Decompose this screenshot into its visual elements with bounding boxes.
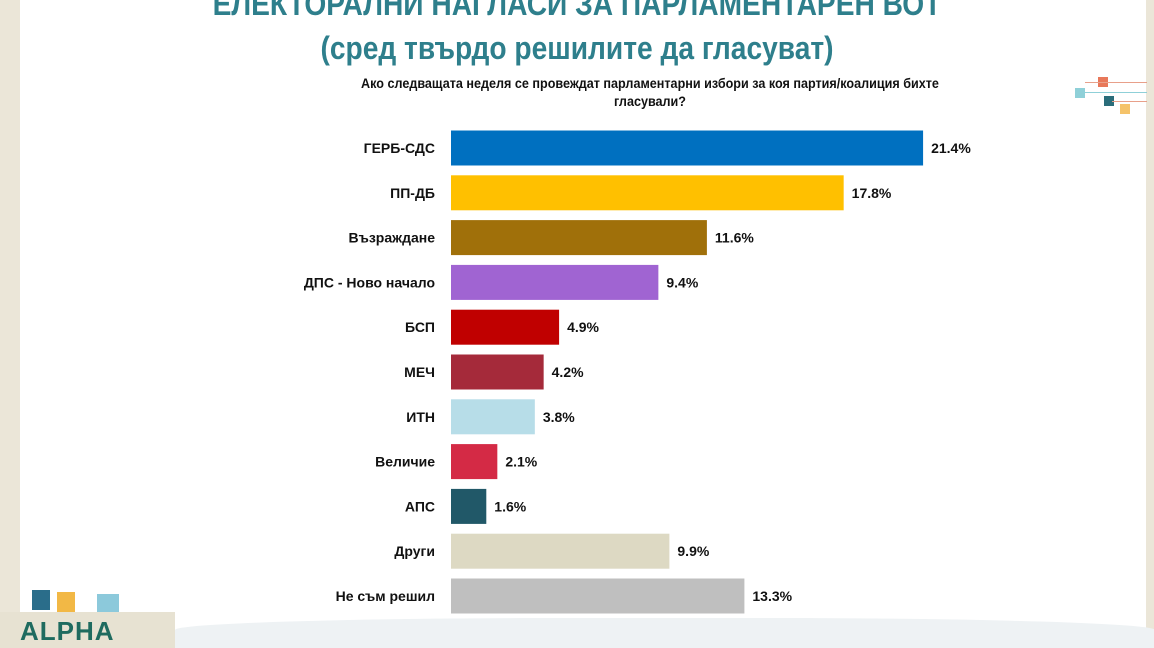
logo-text: ALPHA — [20, 616, 115, 646]
bar — [451, 399, 535, 435]
category-label: ПП-ДБ — [390, 185, 435, 201]
value-label: 2.1% — [505, 454, 537, 470]
bar — [451, 264, 659, 300]
value-label: 11.6% — [715, 230, 754, 246]
bar — [451, 354, 544, 390]
value-label: 9.4% — [666, 274, 698, 290]
survey-question: Ако следващата неделя се провеждат парла… — [361, 75, 939, 109]
value-label: 21.4% — [931, 140, 971, 156]
category-label: Други — [394, 543, 435, 559]
bar — [451, 309, 560, 345]
bar — [451, 533, 670, 569]
chart-subtitle: (сред твърдо решилите да гласуват) — [320, 30, 834, 66]
category-label: БСП — [405, 319, 435, 335]
value-label: 3.8% — [543, 409, 575, 425]
snow-decoration — [175, 618, 1154, 648]
value-label: 17.8% — [852, 185, 892, 201]
bar — [451, 175, 844, 211]
decorative-right-strip — [1146, 0, 1154, 648]
category-label: Величие — [375, 454, 435, 470]
bar — [451, 578, 745, 614]
category-label: ИТН — [406, 409, 435, 425]
category-label: ДПС - Ново начало — [304, 274, 435, 290]
chart-title: ЕЛЕКТОРАЛНИ НАГЛАСИ ЗА ПАРЛАМЕНТАРЕН ВОТ — [212, 0, 942, 22]
category-label: МЕЧ — [404, 364, 435, 380]
category-label: Възраждане — [349, 230, 436, 246]
category-label: Не съм решил — [336, 588, 435, 604]
category-label: АПС — [405, 498, 435, 514]
value-label: 4.2% — [552, 364, 584, 380]
value-label: 1.6% — [494, 498, 526, 514]
bar — [451, 130, 924, 166]
value-label: 4.9% — [567, 319, 599, 335]
category-label: ГЕРБ-СДС — [364, 140, 435, 156]
value-label: 9.9% — [677, 543, 709, 559]
bar — [451, 220, 707, 256]
value-label: 13.3% — [752, 588, 792, 604]
decorative-left-strip — [0, 0, 20, 648]
bar — [451, 444, 498, 480]
alpha-research-logo: ALPHA — [0, 612, 175, 648]
bar — [451, 488, 487, 524]
